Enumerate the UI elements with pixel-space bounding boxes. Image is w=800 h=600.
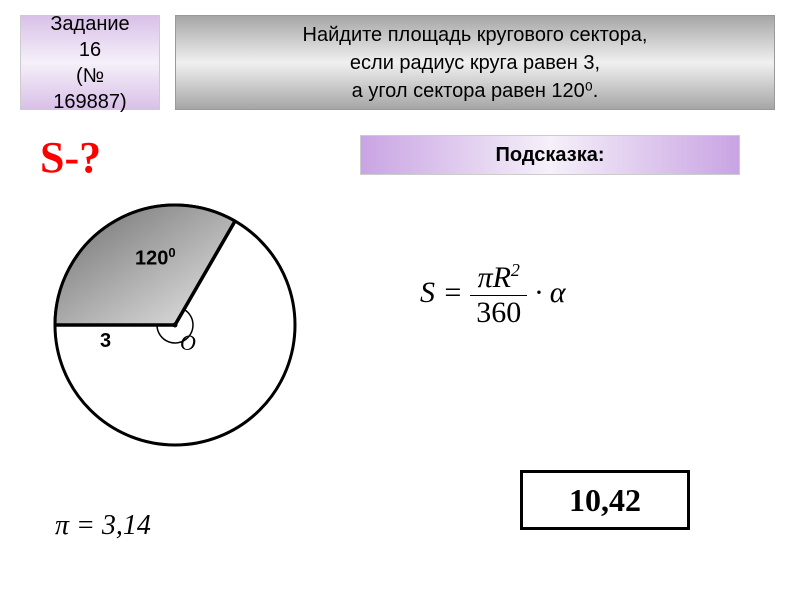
task-line1: Задание [50,11,129,37]
circle-svg [35,185,315,465]
task-panel: Задание 16 (№ 169887) [20,15,160,110]
answer-value: 10,42 [520,470,690,530]
problem-line2: если радиус круга равен 3, [350,49,600,77]
task-line4: 169887) [53,89,126,115]
task-line2: 16 [79,37,101,63]
task-line3: (№ [76,63,104,89]
circle-diagram [35,185,315,465]
formula-lhs: S [420,276,435,309]
hint-panel: Подсказка: [360,135,740,175]
formula-dot: · [527,276,550,309]
formula-fraction: πR2360 [470,260,527,330]
center-point-label: O [180,330,196,356]
angle-value-label: 1200 [135,245,176,271]
problem-line1: Найдите площадь кругового сектора, [303,21,648,49]
radius-value-label: 3 [100,330,111,353]
area-formula: S = πR2360 · α [420,260,566,330]
center-point [173,323,178,328]
formula-alpha: α [550,276,566,309]
problem-line3: а угол сектора равен 120⁰. [352,77,599,105]
formula-eq: = [435,276,470,309]
area-unknown-label: S-? [40,132,101,183]
problem-panel: Найдите площадь кругового сектора, если … [175,15,775,110]
pi-constant: π = 3,14 [55,510,151,542]
hint-label: Подсказка: [496,144,605,167]
